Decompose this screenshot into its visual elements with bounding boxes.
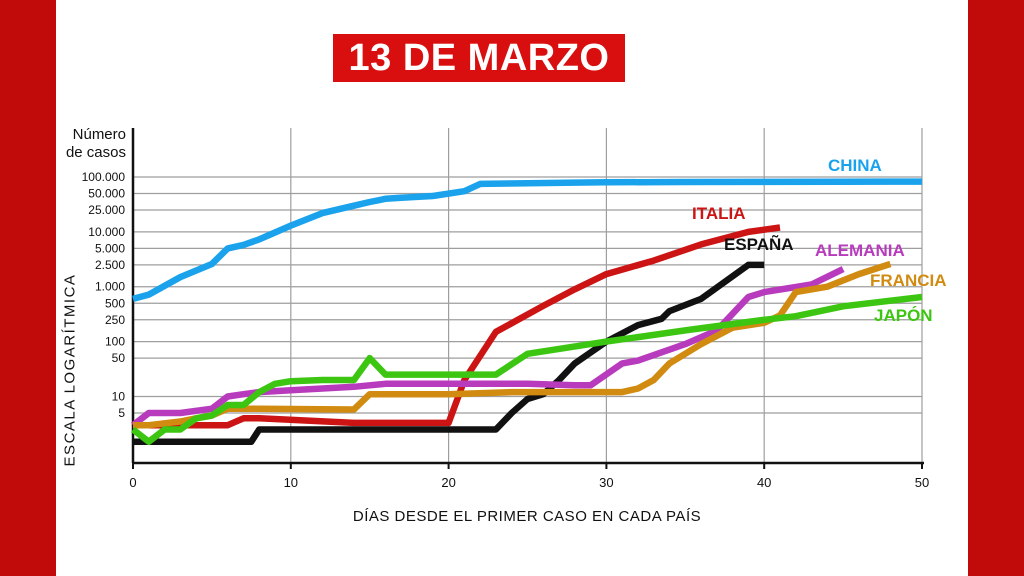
y-tick-label: 50 [112, 351, 126, 365]
y-tick-label: 5.000 [95, 241, 125, 255]
y-tick-label: 50.000 [88, 187, 125, 201]
series-label-espana: ESPAÑA [724, 234, 794, 254]
series-label-china: CHINA [828, 156, 882, 175]
x-axis-label: DÍAS DESDE EL PRIMER CASO EN CADA PAÍS [352, 508, 702, 525]
series-label-francia: FRANCIA [870, 271, 947, 290]
series-line-italia [133, 224, 781, 429]
series-line-china [132, 178, 923, 303]
right-red-frame [968, 0, 1024, 576]
y-tick-label: 250 [105, 313, 125, 327]
y-tick-label: 2.500 [95, 258, 125, 272]
y-tick-label: 10.000 [88, 225, 125, 239]
y-tick-label: 100.000 [82, 170, 126, 184]
y-tick-label: 10 [112, 389, 126, 403]
series-line-espana [133, 261, 765, 445]
series-label-alemania: ALEMANIA [815, 241, 905, 260]
x-tick-label: 40 [757, 475, 771, 490]
x-tick-label: 20 [441, 475, 455, 490]
y-tick-label: 25.000 [88, 203, 125, 217]
chart-title: 13 DE MARZO [348, 36, 610, 79]
series-line-alemania [131, 266, 845, 428]
series-label-italia: ITALIA [692, 204, 746, 223]
left-red-frame [0, 0, 56, 576]
y-tick-label: 100 [105, 335, 125, 349]
x-tick-label: 0 [129, 475, 136, 490]
y-tick-label: 5 [118, 406, 125, 420]
x-tick-label: 50 [915, 475, 929, 490]
y-tick-label: 500 [105, 296, 125, 310]
series-label-japon: JAPÓN [874, 306, 933, 325]
x-tick-label: 10 [284, 475, 298, 490]
series-line-japon [131, 293, 923, 445]
x-tick-label: 30 [599, 475, 613, 490]
title-banner: 13 DE MARZO [333, 34, 625, 82]
y-axis-top-label: Número de casos [65, 126, 126, 161]
y-tick-label: 1.000 [95, 280, 125, 294]
